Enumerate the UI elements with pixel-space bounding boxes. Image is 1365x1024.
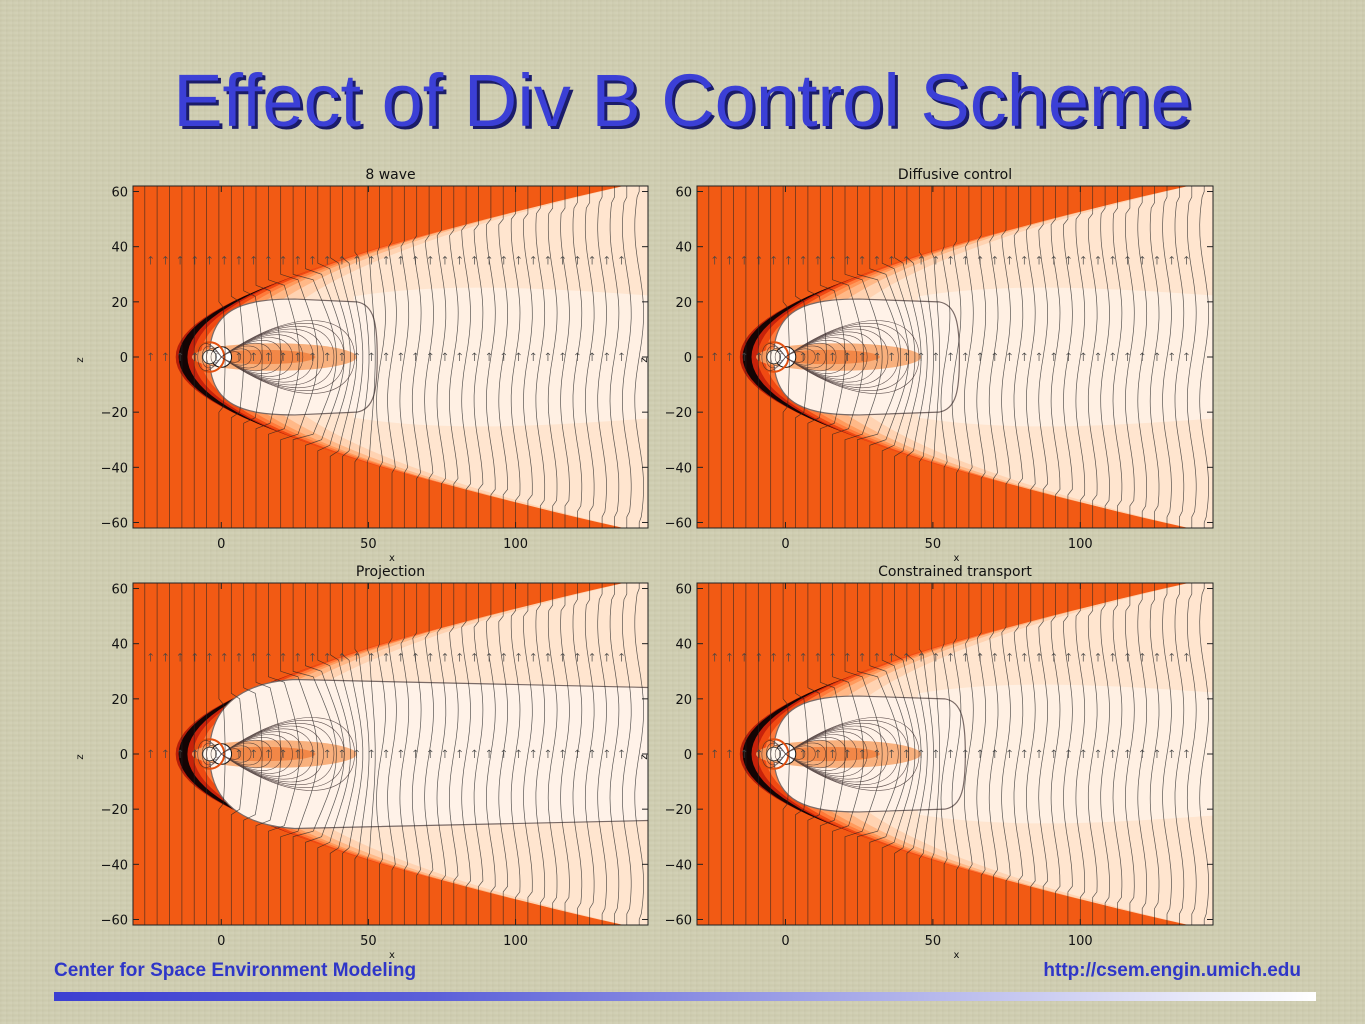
y-tick-label: 40 — [111, 638, 128, 653]
field-lines — [144, 583, 644, 925]
y-tick-label: 20 — [675, 693, 692, 708]
y-tick-label: 0 — [684, 748, 692, 763]
x-tick-label: 0 — [217, 537, 225, 552]
flow-arrows — [712, 255, 1189, 361]
y-tick-label: −20 — [101, 406, 128, 421]
y-tick-label: 60 — [675, 186, 692, 201]
x-tick-label: 100 — [1068, 537, 1093, 552]
x-axis-label: x — [954, 553, 960, 564]
flow-arrows — [148, 652, 624, 758]
y-tick-label: −60 — [665, 913, 692, 928]
footer-url[interactable]: http://csem.engin.umich.edu — [1043, 960, 1301, 981]
x-tick-label: 50 — [925, 537, 942, 552]
panel-3: Projection 60 40 20 0 −20 −40 −60 0 50 100 x z — [75, 564, 649, 961]
y-tick-label: −40 — [665, 858, 692, 873]
x-axis-label: x — [954, 950, 960, 961]
x-tick-label: 100 — [1068, 934, 1093, 949]
tail-lobe — [918, 684, 1213, 824]
x-tick-label: 0 — [781, 537, 789, 552]
y-tick-label: 40 — [111, 241, 128, 256]
x-axis-label: x — [389, 553, 395, 564]
panel-title: 8 wave — [365, 167, 415, 183]
panel-4: Constrained transport 60 40 20 0 −20 −40 −60 0 50… — [639, 564, 1214, 961]
x-tick-label: 50 — [360, 934, 377, 949]
tail-lobe — [918, 287, 1213, 427]
x-tick-label: 100 — [503, 537, 528, 552]
x-tick-label: 0 — [217, 934, 225, 949]
flow-arrows — [712, 652, 1189, 758]
y-tick-label: 0 — [684, 351, 692, 366]
x-tick-label: 0 — [781, 934, 789, 949]
tail-lobe — [353, 287, 648, 427]
footer-organization: Center for Space Environment Modeling — [54, 960, 417, 981]
dipole-loops — [197, 717, 355, 791]
field-lines — [708, 186, 1209, 528]
dipole-loops — [761, 320, 920, 394]
y-tick-label: −60 — [101, 913, 128, 928]
x-tick-label: 50 — [925, 934, 942, 949]
y-tick-label: 60 — [111, 186, 128, 201]
x-tick-label: 100 — [503, 934, 528, 949]
panel-1: 8 wave 60 40 20 0 −20 −40 −60 0 50 100 x z — [75, 167, 649, 564]
y-tick-label: 20 — [111, 296, 128, 311]
y-tick-label: −20 — [665, 803, 692, 818]
y-tick-label: −40 — [101, 461, 128, 476]
y-tick-label: −60 — [101, 516, 128, 531]
flow-arrows — [148, 255, 624, 361]
y-tick-label: 0 — [120, 748, 128, 763]
y-tick-label: −20 — [665, 406, 692, 421]
y-tick-label: −40 — [665, 461, 692, 476]
field-lines — [144, 186, 644, 528]
y-tick-label: 40 — [675, 638, 692, 653]
y-tick-label: 0 — [120, 351, 128, 366]
panel-title: Diffusive control — [898, 167, 1012, 183]
panel-title: Constrained transport — [878, 564, 1032, 580]
x-tick-label: 50 — [360, 537, 377, 552]
y-tick-label: −40 — [101, 858, 128, 873]
y-tick-label: 60 — [675, 583, 692, 598]
panel-title: Projection — [356, 564, 425, 580]
slide-title: Effect of Div B Control Scheme — [173, 59, 1192, 142]
y-axis-label: z — [639, 754, 650, 759]
panel-2: Diffusive control 60 40 20 0 −20 −40 −60 0 50 100 x… — [639, 167, 1214, 564]
y-tick-label: 60 — [111, 583, 128, 598]
footer-gradient-bar — [54, 992, 1316, 1001]
x-axis-label: x — [389, 950, 395, 961]
y-tick-label: 20 — [111, 693, 128, 708]
y-axis-label: z — [75, 754, 86, 759]
y-axis-label: z — [639, 357, 650, 362]
y-tick-label: 20 — [675, 296, 692, 311]
y-axis-label: z — [75, 357, 86, 362]
y-tick-label: 40 — [675, 241, 692, 256]
y-tick-label: −20 — [101, 803, 128, 818]
y-tick-label: −60 — [665, 516, 692, 531]
field-lines — [708, 583, 1209, 925]
